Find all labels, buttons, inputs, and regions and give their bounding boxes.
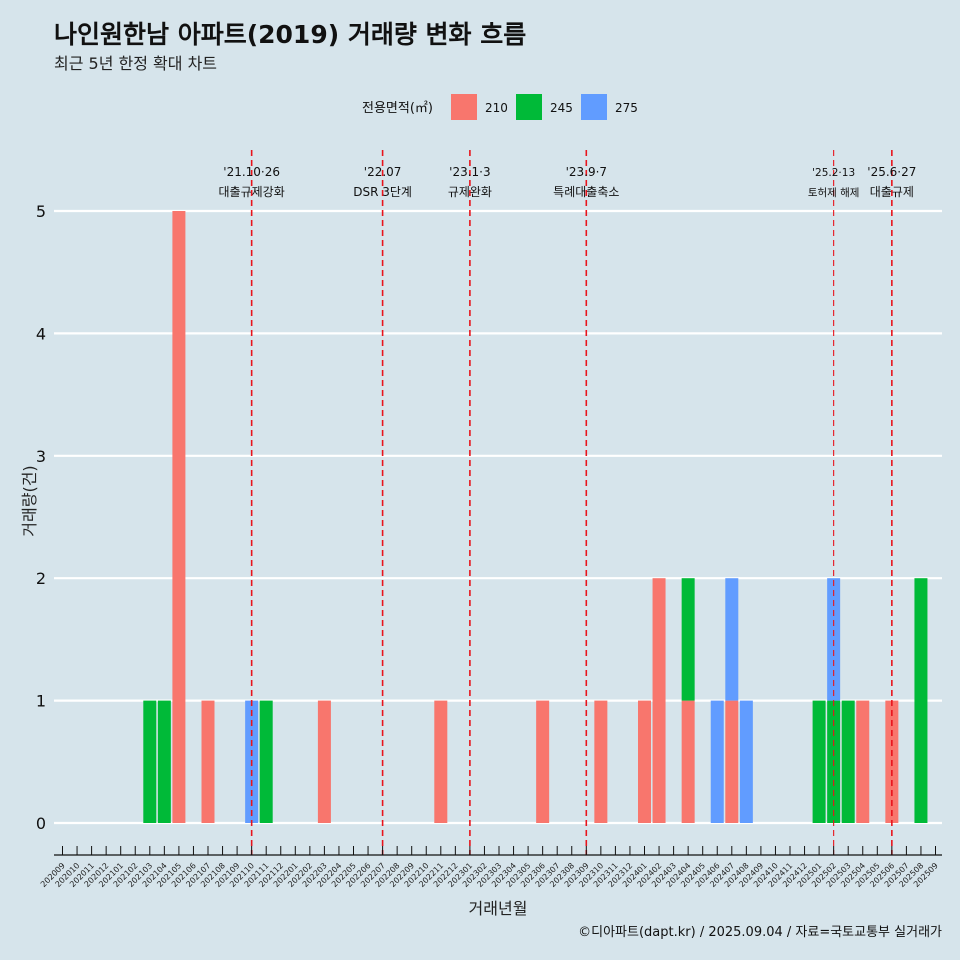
policy-label-202207: DSR 3단계 [353,185,412,199]
legend-label-210: 210 [485,101,508,115]
bar-202111-245 [259,700,273,823]
y-tick-label-4: 4 [36,324,46,343]
bar-202407-275 [725,578,739,701]
bar-202211-210 [434,700,448,823]
y-tick-label-0: 0 [36,814,46,833]
grid: 0 1 2 3 4 5 [36,202,942,833]
policy-date-202207: '22.07 [364,165,402,179]
policy-label-202502: 토허제 해제 [808,186,860,199]
y-tick-label-5: 5 [36,202,46,221]
bar-202408-275 [739,700,753,823]
bar-202508-245 [914,578,928,823]
bars [143,211,928,823]
bar-202402-210 [652,578,666,823]
bar-202104-245 [157,700,171,823]
y-tick-label-3: 3 [36,447,46,466]
policy-date-202309: '23.9·7 [566,165,607,179]
bar-202501-245 [812,700,826,823]
bar-202502-275 [827,578,841,701]
policy-date-202301: '23.1·3 [449,165,490,179]
caption: ©디아파트(dapt.kr) / 2025.09.04 / 자료=국토교통부 실… [578,925,942,940]
legend-swatch-210 [451,94,477,120]
y-tick-label-2: 2 [36,569,46,588]
policy-label-202309: 특례대출축소 [553,185,619,199]
bar-202401-210 [638,700,651,823]
bar-202404-210 [681,700,695,823]
y-axis-label: 거래량(건) [20,465,39,536]
legend-label-275: 275 [615,101,638,115]
bar-202407-210 [725,700,739,823]
legend-title: 전용면적(㎡) [362,101,433,116]
policy-label-202301: 규제완화 [448,185,492,199]
policy-label-202506: 대출규제 [870,185,914,199]
axes: 2020092020102020112020122021012021022021… [39,846,942,889]
chart-subtitle: 최근 5년 한정 확대 차트 [54,54,217,73]
chart-title: 나인원한남 아파트(2019) 거래량 변화 흐름 [54,20,526,49]
bar-202103-245 [143,700,157,823]
bar-202310-210 [594,700,608,823]
annotations: '21.10·26 대출규제강화 '22.07 DSR 3단계 '23.1·3 규제완화 '… [219,150,916,855]
legend-label-245: 245 [550,101,573,115]
policy-date-202502: '25.2·13 [812,167,855,179]
legend-swatch-245 [516,94,542,120]
policy-date-202506: '25.6·27 [867,165,916,179]
bar-202306-210 [536,700,550,823]
bar-202406-275 [710,700,724,823]
bar-202404-245 [681,578,695,701]
policy-date-202110: '21.10·26 [223,165,280,179]
legend: 전용면적(㎡) 210 245 275 [362,94,638,120]
legend-swatch-275 [581,94,607,120]
bar-202203-210 [317,700,331,823]
x-axis-label: 거래년월 [469,899,528,918]
bar-202107-210 [201,700,215,823]
y-tick-label-1: 1 [36,692,46,711]
bar-202504-210 [856,700,870,823]
bar-202105-210 [172,211,186,823]
policy-label-202110: 대출규제강화 [219,185,285,199]
bar-202503-245 [841,700,855,823]
